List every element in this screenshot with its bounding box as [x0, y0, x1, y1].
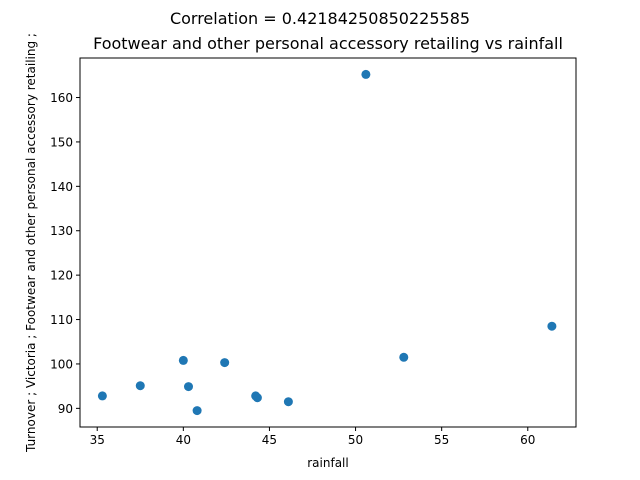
x-tick-label: 45: [262, 433, 277, 447]
data-point: [97, 391, 107, 401]
y-tick-label: 160: [50, 91, 73, 105]
data-point: [184, 382, 193, 392]
chart-suptitle: Correlation = 0.42184250850225585: [170, 9, 470, 28]
data-point: [361, 69, 371, 79]
data-point: [547, 321, 557, 331]
x-axis-label: rainfall: [307, 456, 348, 470]
y-tick-label: 150: [50, 135, 73, 149]
x-tick-label: 60: [520, 433, 535, 447]
y-tick-label: 110: [50, 313, 73, 327]
data-point: [252, 393, 262, 403]
y-axis-label: Turnover ; Victoria ; Footwear and other…: [24, 33, 38, 453]
y-tick-label: 90: [58, 402, 73, 416]
plot-frame: [79, 57, 577, 428]
data-point: [399, 352, 409, 362]
data-point: [220, 358, 230, 368]
y-tick-label: 120: [50, 269, 73, 283]
x-axis-ticks: 35 40 45 50 55 60: [90, 427, 535, 447]
data-point: [283, 397, 293, 407]
x-tick-label: 35: [90, 433, 105, 447]
data-point: [178, 355, 188, 365]
data-point: [135, 381, 145, 391]
y-tick-label: 100: [50, 357, 73, 371]
chart-title: Footwear and other personal accessory re…: [93, 34, 563, 53]
y-tick-label: 140: [50, 180, 73, 194]
y-axis-ticks: 90 100 110 120 130 140 150 160: [50, 91, 80, 416]
y-tick-label: 130: [50, 224, 73, 238]
points-layer: [97, 69, 557, 416]
x-tick-label: 50: [348, 433, 363, 447]
data-point: [192, 406, 202, 416]
x-tick-label: 40: [176, 433, 191, 447]
x-tick-label: 55: [434, 433, 449, 447]
